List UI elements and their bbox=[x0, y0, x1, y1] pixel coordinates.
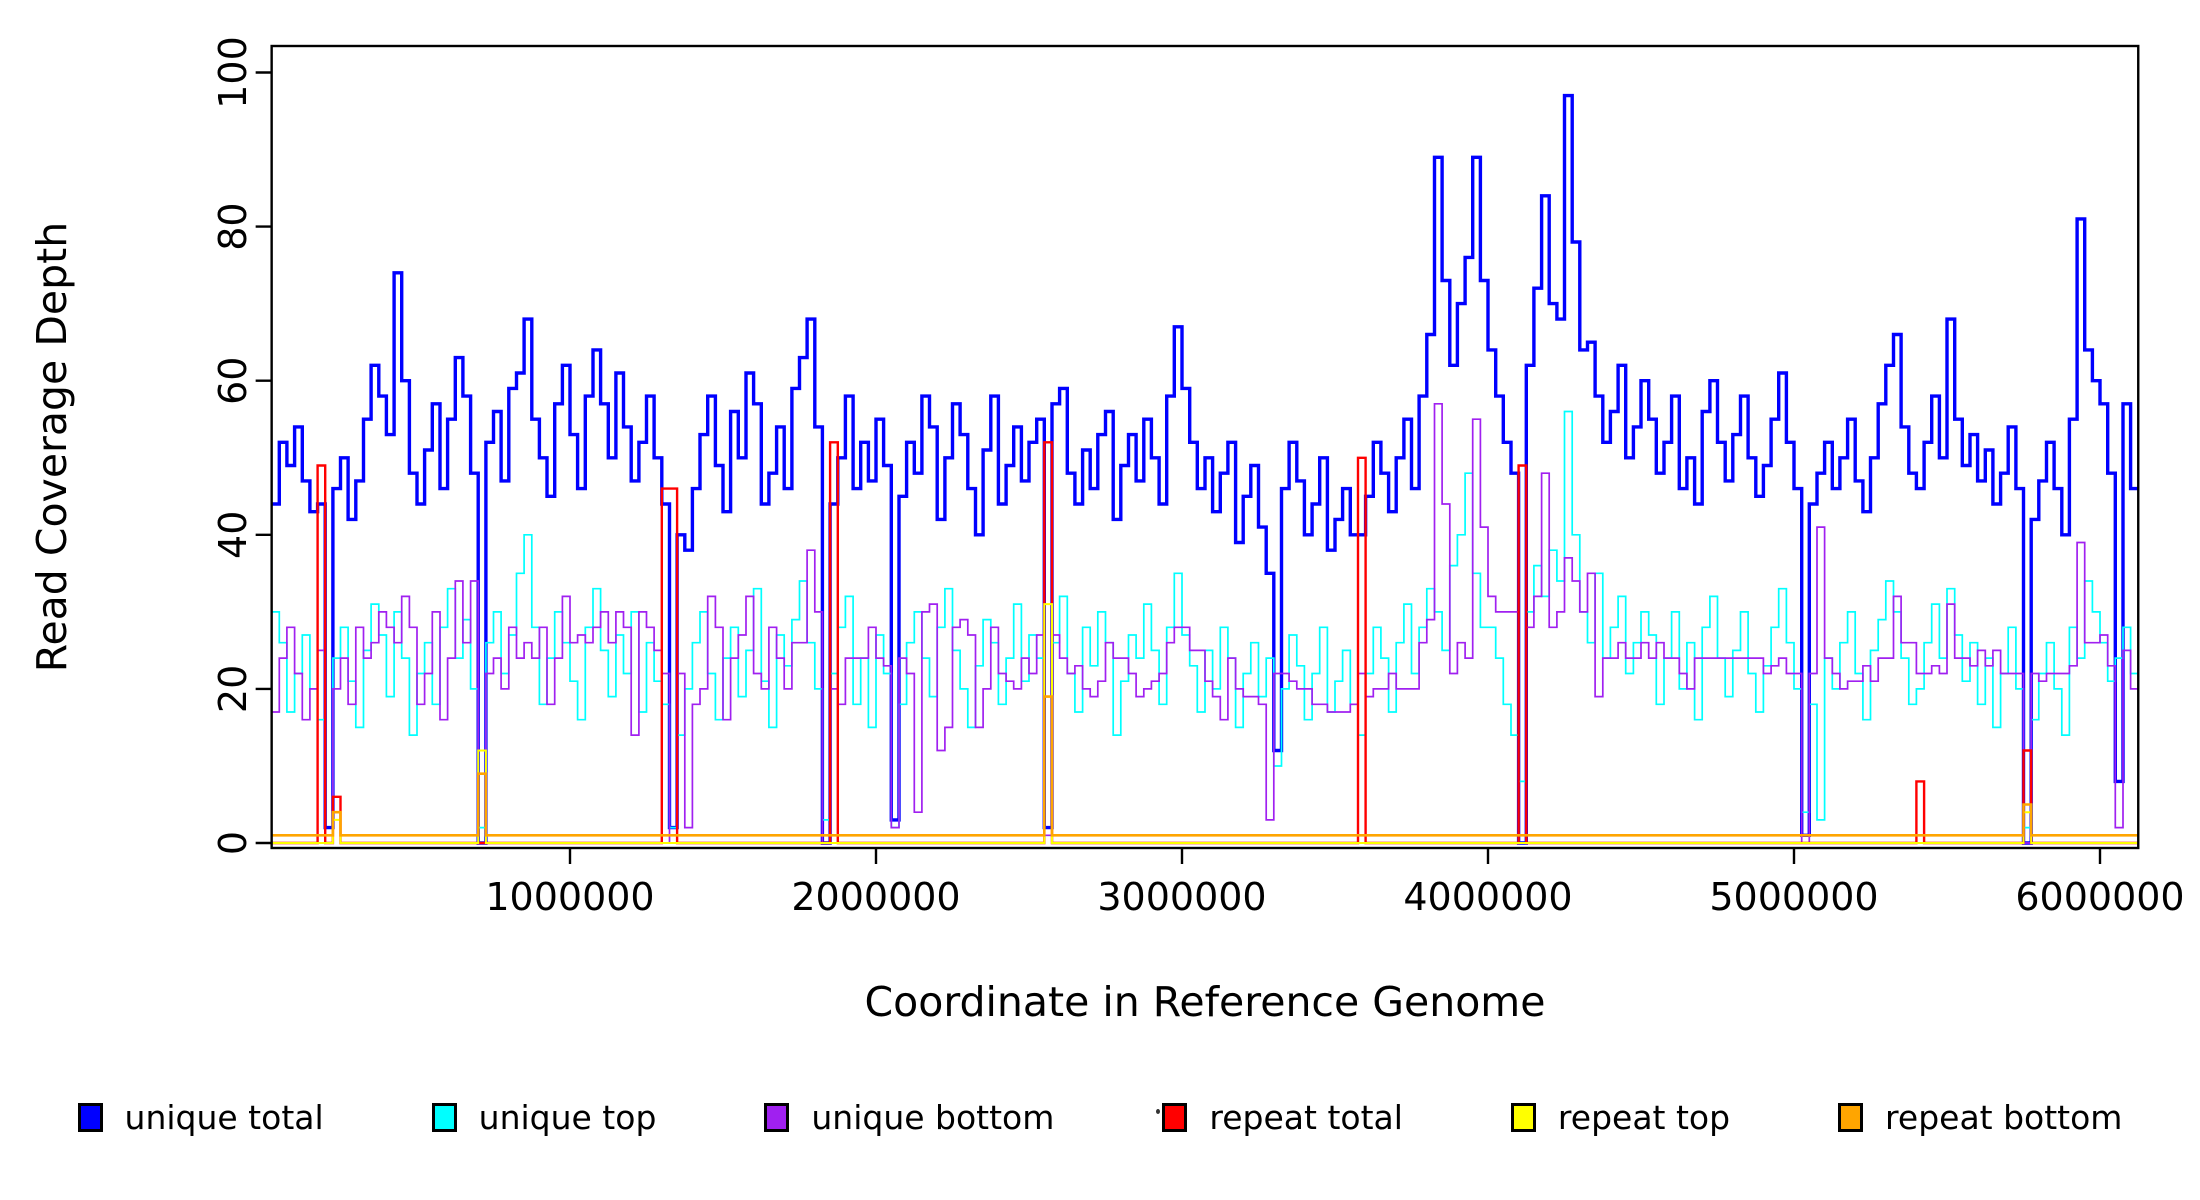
legend-label: repeat bottom bbox=[1885, 1098, 2123, 1137]
x-tick-label: 2000000 bbox=[791, 875, 960, 919]
series-line-repeat-top bbox=[271, 603, 2139, 844]
legend-item-repeat-top: repeat top bbox=[1510, 1098, 1731, 1137]
legend-swatch-unique-top bbox=[431, 1103, 457, 1132]
coverage-plot: 0 20 40 60 80 100 1000000 2000000 3000000 4000000… bbox=[211, 36, 2184, 919]
legend-item-unique-total: unique total bbox=[77, 1098, 324, 1137]
legend: unique total unique top unique bottom repea… bbox=[0, 1098, 2200, 1137]
legend-swatch-repeat-bottom bbox=[1838, 1103, 1864, 1132]
legend-item-unique-top: unique top bbox=[431, 1098, 657, 1137]
y-tick-label: 20 bbox=[211, 665, 255, 713]
x-tick-label: 6000000 bbox=[2015, 875, 2184, 919]
x-axis-title: Coordinate in Reference Genome bbox=[864, 978, 1546, 1026]
series-line-unique-bottom bbox=[271, 402, 2139, 844]
series-line-unique-total bbox=[271, 93, 2139, 845]
plot-frame bbox=[270, 44, 2140, 850]
y-tick-label: 100 bbox=[211, 36, 255, 109]
legend-item-unique-bottom: unique bottom bbox=[764, 1098, 1054, 1137]
legend-swatch-repeat-top bbox=[1510, 1103, 1536, 1132]
legend-swatch-repeat-total bbox=[1162, 1103, 1188, 1132]
x-tick-label: 1000000 bbox=[485, 875, 654, 919]
series-line-repeat-bottom bbox=[271, 695, 2139, 837]
legend-label: unique top bbox=[478, 1098, 657, 1137]
y-tick-label: 80 bbox=[211, 202, 255, 250]
y-tick-label: 40 bbox=[211, 511, 255, 559]
legend-item-repeat-total: repeat total bbox=[1162, 1098, 1403, 1137]
legend-swatch-unique-bottom bbox=[764, 1103, 790, 1132]
legend-label: repeat top bbox=[1557, 1098, 1731, 1137]
y-tick-label: 60 bbox=[211, 357, 255, 405]
legend-label: unique total bbox=[124, 1098, 324, 1137]
legend-label: repeat total bbox=[1209, 1098, 1403, 1137]
stray-dot bbox=[1156, 1109, 1160, 1114]
series-line-repeat-total bbox=[271, 441, 2139, 845]
legend-item-repeat-bottom: repeat bottom bbox=[1838, 1098, 2122, 1137]
legend-label: unique bottom bbox=[811, 1098, 1055, 1137]
y-tick-label: 0 bbox=[211, 831, 255, 855]
legend-swatch-unique-total bbox=[77, 1103, 103, 1132]
x-tick-label: 4000000 bbox=[1403, 875, 1572, 919]
x-tick-label: 5000000 bbox=[1709, 875, 1878, 919]
x-tick-label: 3000000 bbox=[1097, 875, 1266, 919]
y-axis-title: Read Coverage Depth bbox=[28, 221, 76, 673]
